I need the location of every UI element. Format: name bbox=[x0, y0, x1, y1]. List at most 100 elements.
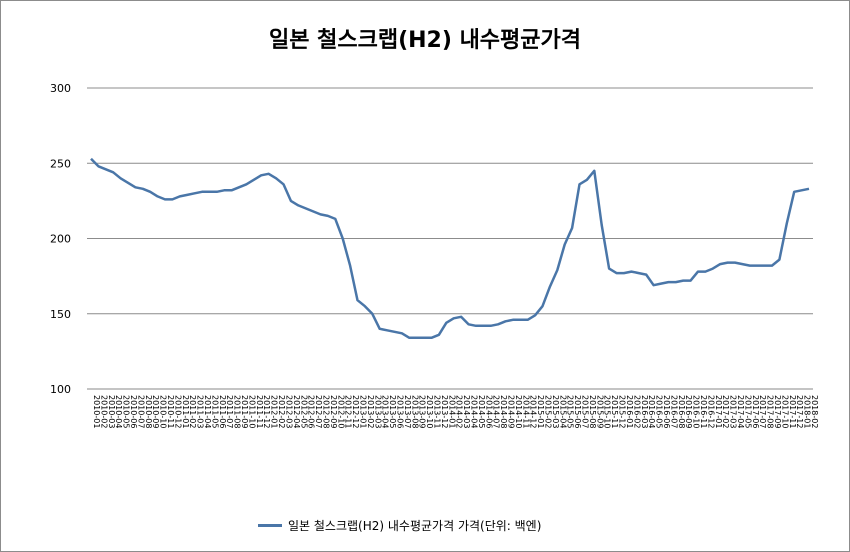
x-tick-label: 2014-11 bbox=[521, 395, 530, 428]
x-tick-label: 2015-10 bbox=[603, 395, 612, 428]
chart-title: 일본 철스크랩(H2) 내수평균가격 bbox=[268, 28, 582, 53]
x-tick-label: 2017-10 bbox=[780, 395, 789, 428]
x-tick-label: 2017-07 bbox=[758, 395, 767, 428]
x-tick-label: 2014-12 bbox=[529, 395, 538, 428]
x-tick-label: 2017-12 bbox=[795, 395, 804, 428]
x-tick-label: 2013-12 bbox=[440, 395, 449, 428]
x-tick-label: 2012-05 bbox=[299, 395, 308, 428]
x-tick-label: 2014-08 bbox=[499, 395, 508, 428]
x-tick-label: 2012-10 bbox=[336, 395, 345, 428]
x-tick-label: 2016-06 bbox=[662, 395, 671, 428]
x-tick-label: 2016-08 bbox=[677, 395, 686, 428]
x-tick-label: 2016-11 bbox=[699, 395, 708, 428]
x-tick-label: 2013-05 bbox=[388, 395, 397, 428]
x-tick-label: 2012-02 bbox=[277, 395, 286, 428]
x-tick-label: 2011-10 bbox=[247, 395, 256, 428]
x-tick-label: 2010-09 bbox=[151, 395, 160, 428]
x-tick-label: 2012-12 bbox=[351, 395, 360, 428]
x-tick-label: 2010-12 bbox=[173, 395, 182, 428]
x-tick-label: 2016-02 bbox=[632, 395, 641, 428]
x-tick-label: 2015-03 bbox=[551, 395, 560, 428]
x-tick-label: 2010-04 bbox=[114, 395, 123, 428]
x-tick-label: 2010-01 bbox=[92, 395, 101, 428]
x-tick-label: 2013-09 bbox=[418, 395, 427, 428]
x-tick-label: 2015-11 bbox=[610, 395, 619, 428]
y-tick-label: 250 bbox=[50, 157, 71, 170]
x-tick-label: 2017-03 bbox=[729, 395, 738, 428]
x-tick-label: 2016-05 bbox=[655, 395, 664, 428]
x-tick-label: 2015-04 bbox=[558, 395, 567, 428]
x-tick-label: 2011-06 bbox=[218, 395, 227, 428]
x-tick-label: 2013-07 bbox=[403, 395, 412, 428]
x-tick-label: 2010-06 bbox=[129, 395, 138, 428]
x-tick-label: 2017-04 bbox=[736, 395, 745, 428]
x-tick-label: 2010-08 bbox=[144, 395, 153, 428]
x-tick-label: 2014-07 bbox=[492, 395, 501, 428]
x-tick-label: 2013-01 bbox=[358, 395, 367, 428]
x-tick-label: 2011-01 bbox=[181, 395, 190, 428]
legend: 일본 철스크랩(H2) 내수평균가격 가격(단위: 백엔) bbox=[258, 515, 541, 535]
x-tick-label: 2014-02 bbox=[455, 395, 464, 428]
x-tick-label: 2011-03 bbox=[196, 395, 205, 428]
x-tick-label: 2013-03 bbox=[373, 395, 382, 428]
x-tick-label: 2015-01 bbox=[536, 395, 545, 428]
x-tick-label: 2015-09 bbox=[595, 395, 604, 428]
x-tick-label: 2010-07 bbox=[136, 395, 145, 428]
x-tick-label: 2018-02 bbox=[810, 395, 819, 428]
x-tick-label: 2013-02 bbox=[366, 395, 375, 428]
x-tick-label: 2017-08 bbox=[766, 395, 775, 428]
x-tick-label: 2017-02 bbox=[721, 395, 730, 428]
x-tick-label: 2011-07 bbox=[225, 395, 234, 428]
x-tick-label: 2013-04 bbox=[381, 395, 390, 428]
x-tick-label: 2012-09 bbox=[329, 395, 338, 428]
x-tick-label: 2010-03 bbox=[107, 395, 116, 428]
x-tick-label: 2012-06 bbox=[307, 395, 316, 428]
x-tick-label: 2014-09 bbox=[507, 395, 516, 428]
x-tick-label: 2011-11 bbox=[255, 395, 264, 428]
x-tick-label: 2012-08 bbox=[321, 395, 330, 428]
x-tick-label: 2010-11 bbox=[166, 395, 175, 428]
y-tick-label: 300 bbox=[50, 82, 71, 95]
x-tick-label: 2010-02 bbox=[99, 395, 108, 428]
legend-label: 일본 철스크랩(H2) 내수평균가격 가격(단위: 백엔) bbox=[288, 518, 542, 533]
x-tick-label: 2013-08 bbox=[410, 395, 419, 428]
x-tick-label: 2016-04 bbox=[647, 395, 656, 428]
x-tick-label: 2016-03 bbox=[640, 395, 649, 428]
x-tick-label: 2015-07 bbox=[581, 395, 590, 428]
x-tick-label: 2018-01 bbox=[803, 395, 812, 428]
x-tick-label: 2015-05 bbox=[566, 395, 575, 428]
x-tick-label: 2014-03 bbox=[462, 395, 471, 428]
x-tick-label: 2014-10 bbox=[514, 395, 523, 428]
x-tick-label: 2011-12 bbox=[262, 395, 271, 428]
x-tick-label: 2016-10 bbox=[692, 395, 701, 428]
x-tick-label: 2016-01 bbox=[625, 395, 634, 428]
x-tick-label: 2016-07 bbox=[669, 395, 678, 428]
x-tick-label: 2017-01 bbox=[714, 395, 723, 428]
x-tick-label: 2012-03 bbox=[284, 395, 293, 428]
x-tick-label: 2012-04 bbox=[292, 395, 301, 428]
x-tick-label: 2014-05 bbox=[477, 395, 486, 428]
x-tick-label: 2011-09 bbox=[240, 395, 249, 428]
x-tick-label: 2012-01 bbox=[270, 395, 279, 428]
x-tick-label: 2011-05 bbox=[210, 395, 219, 428]
x-tick-label: 2017-09 bbox=[773, 395, 782, 428]
x-tick-label: 2013-11 bbox=[432, 395, 441, 428]
x-tick-label: 2015-12 bbox=[618, 395, 627, 428]
x-tick-label: 2014-04 bbox=[470, 395, 479, 428]
x-tick-label: 2012-11 bbox=[344, 395, 353, 428]
x-tick-label: 2013-06 bbox=[395, 395, 404, 428]
x-tick-label: 2015-02 bbox=[544, 395, 553, 428]
y-tick-label: 100 bbox=[50, 383, 71, 396]
x-tick-label: 2010-05 bbox=[122, 395, 131, 428]
x-tick-label: 2010-10 bbox=[159, 395, 168, 428]
x-tick-label: 2016-09 bbox=[684, 395, 693, 428]
x-tick-label: 2014-01 bbox=[447, 395, 456, 428]
x-tick-label: 2014-06 bbox=[484, 395, 493, 428]
y-tick-label: 200 bbox=[50, 233, 71, 246]
x-tick-label: 2011-02 bbox=[188, 395, 197, 428]
x-tick-label: 2015-08 bbox=[588, 395, 597, 428]
x-tick-label: 2017-05 bbox=[743, 395, 752, 428]
y-tick-label: 150 bbox=[50, 308, 71, 321]
